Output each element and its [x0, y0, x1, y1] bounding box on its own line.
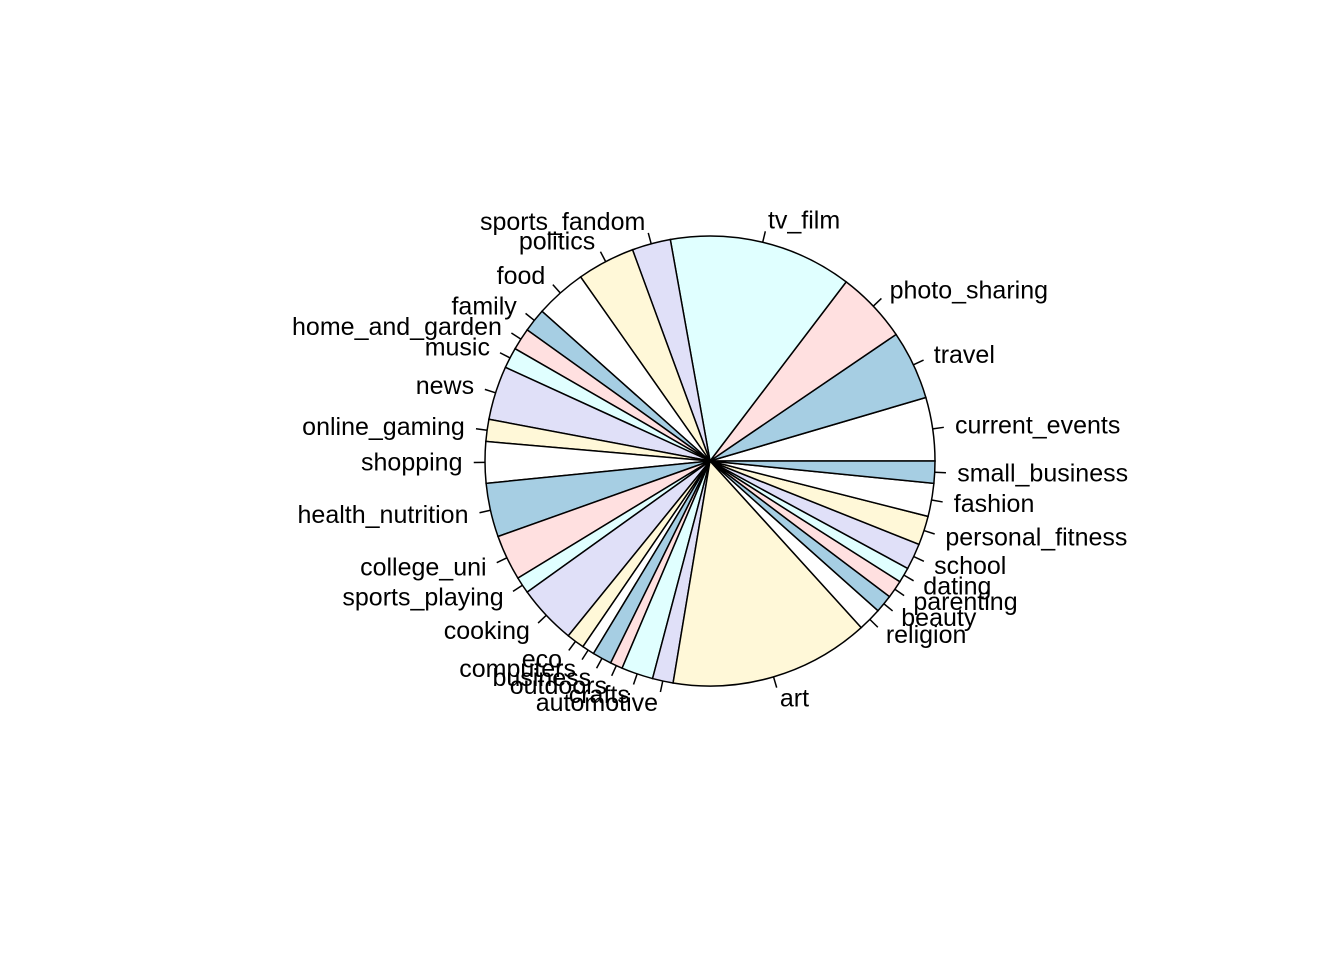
pie-label-computers: computers [459, 655, 576, 683]
pie-label-home-and-garden: home_and_garden [292, 313, 502, 341]
pie-label-outdoors: outdoors [510, 672, 607, 700]
pie-label-shopping: shopping [361, 449, 462, 477]
pie-label-sports-playing: sports_playing [342, 584, 503, 612]
pie-label-news: news [416, 372, 474, 400]
pie-label-beauty: beauty [901, 604, 977, 632]
pie-label-online-gaming: online_gaming [302, 413, 465, 441]
pie-tick-school [913, 555, 925, 562]
pie-tick-small-business [934, 471, 946, 474]
pie-tick-photo-sharing [872, 297, 882, 307]
pie-label-sports-fandom: sports_fandom [480, 208, 645, 236]
pie-label-cooking: cooking [444, 617, 530, 645]
pie-tick-business [595, 658, 603, 669]
pie-label-music: music [425, 334, 490, 362]
pie-labels: current_events travel photo_sharing tv_film… [292, 206, 1128, 717]
pie-tick-automotive [659, 680, 664, 693]
pie-tick-health-nutrition [479, 509, 491, 514]
pie-label-automotive: automotive [536, 689, 658, 717]
pie-tick-politics [599, 251, 607, 262]
pie-tick-tv-film [761, 231, 767, 243]
pie-tick-beauty [883, 603, 894, 612]
pie-label-food: food [497, 262, 546, 290]
pie-label-ticks [473, 231, 946, 693]
pie-slice-tv-film [669, 235, 848, 463]
pie-label-religion: religion [886, 621, 967, 649]
pie-label-current-events: current_events [955, 412, 1120, 440]
pie-tick-art [772, 676, 778, 688]
pie-slice-art [672, 459, 863, 687]
pie-tick-eco [568, 640, 577, 651]
pie-tick-cooking [537, 614, 547, 624]
pie-label-dating: dating [923, 573, 991, 601]
pie-tick-food [552, 284, 561, 294]
pie-tick-online-gaming [475, 428, 488, 432]
pie-label-photo-sharing: photo_sharing [890, 277, 1048, 305]
pie-tick-current-events [932, 426, 944, 430]
pie-tick-fashion [931, 499, 943, 503]
pie-label-small-business: small_business [957, 459, 1128, 487]
pie-label-fashion: fashion [954, 490, 1035, 518]
pie-label-art: art [780, 684, 809, 712]
pie-label-travel: travel [934, 341, 995, 369]
pie-tick-travel [913, 359, 924, 366]
pie-tick-parenting [894, 588, 905, 597]
pie-tick-family [525, 312, 535, 321]
pie-label-eco: eco [522, 645, 562, 673]
pie-label-business: business [492, 664, 591, 692]
pie-label-personal-fitness: personal_fitness [945, 523, 1127, 551]
pie-label-crafts: crafts [569, 681, 630, 709]
pie-tick-sports-playing [512, 584, 523, 593]
pie-tick-personal-fitness [923, 529, 935, 535]
pie-tick-religion [869, 618, 879, 628]
pie-tick-news [484, 388, 496, 394]
pie-label-college-uni: college_uni [360, 553, 487, 581]
pie-tick-music [499, 352, 511, 359]
pie-slices [484, 235, 936, 687]
pie-label-politics: politics [519, 228, 595, 256]
pie-label-family: family [451, 292, 517, 320]
pie-tick-home-and-garden [510, 332, 522, 340]
pie-tick-college-uni [496, 557, 508, 564]
pie-label-parenting: parenting [913, 588, 1017, 616]
pie-label-tv-film: tv_film [768, 206, 840, 234]
pie-tick-outdoors [610, 665, 618, 677]
pie-tick-dating [903, 574, 914, 582]
pie-label-school: school [934, 552, 1006, 580]
pie-tick-crafts [632, 673, 638, 685]
pie-label-health-nutrition: health_nutrition [298, 501, 469, 529]
pie-tick-computers [581, 649, 589, 661]
pie-tick-sports-fandom [647, 232, 652, 245]
